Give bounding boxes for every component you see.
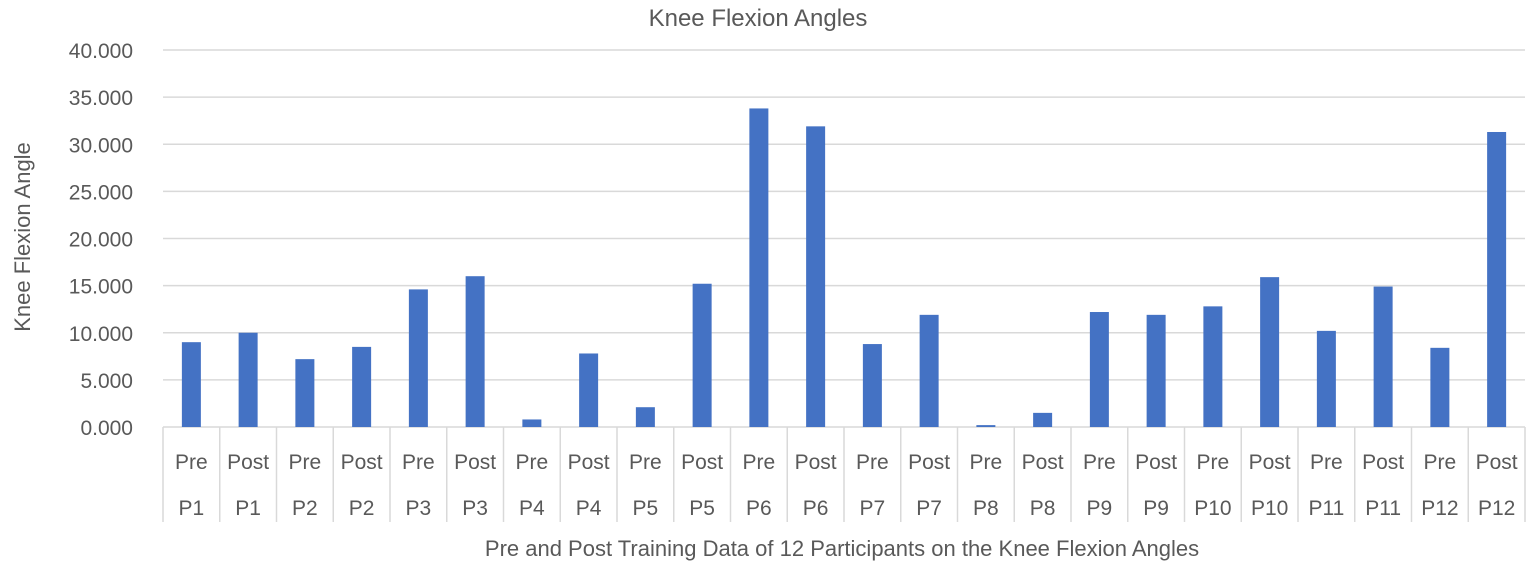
x-group-label: P2 xyxy=(292,497,318,520)
bar xyxy=(1430,347,1450,427)
x-group-label: P5 xyxy=(689,497,715,520)
bar xyxy=(465,276,485,427)
x-axis-categories: Pre P1 Post P1 Pre P2 Post P2 Pre P3 Post P3 Pre P4 Po… xyxy=(162,427,1526,522)
bar xyxy=(352,346,372,427)
x-subcategory-label: Post xyxy=(1249,451,1291,474)
bar xyxy=(579,353,599,427)
bars xyxy=(181,108,1507,427)
x-group-label: P12 xyxy=(1421,497,1458,520)
gridlines xyxy=(163,49,1525,428)
y-axis-label: Knee Flexion Angle xyxy=(10,142,35,332)
x-subcategory-label: Pre xyxy=(289,451,322,474)
x-subcategory-label: Pre xyxy=(970,451,1003,474)
x-subcategory-label: Pre xyxy=(743,451,776,474)
x-group-label: P3 xyxy=(462,497,488,520)
y-tick-label: 25.000 xyxy=(69,181,133,204)
x-subcategory-label: Post xyxy=(681,451,723,474)
x-group-label: P11 xyxy=(1365,497,1401,520)
x-group-label: P11 xyxy=(1308,497,1344,520)
bar xyxy=(1089,312,1109,427)
x-group-label: P1 xyxy=(235,497,261,520)
x-subcategory-label: Post xyxy=(1135,451,1177,474)
bar xyxy=(408,289,428,427)
bar xyxy=(806,126,826,427)
x-group-label: P7 xyxy=(916,497,942,520)
x-subcategory-label: Pre xyxy=(516,451,549,474)
x-subcategory-label: Post xyxy=(1476,451,1518,474)
bar xyxy=(919,314,939,427)
x-subcategory-label: Post xyxy=(1362,451,1404,474)
bar xyxy=(238,332,258,427)
x-group-label: P4 xyxy=(519,497,545,520)
bar xyxy=(1033,412,1053,427)
x-group-label: P6 xyxy=(803,497,829,520)
x-subcategory-label: Pre xyxy=(1424,451,1457,474)
y-tick-label: 40.000 xyxy=(69,40,133,63)
x-subcategory-label: Pre xyxy=(1083,451,1116,474)
x-subcategory-label: Pre xyxy=(856,451,889,474)
x-subcategory-label: Pre xyxy=(175,451,208,474)
x-group-label: P1 xyxy=(179,497,205,520)
x-subcategory-label: Pre xyxy=(402,451,435,474)
chart-title: Knee Flexion Angles xyxy=(649,5,868,32)
bar xyxy=(181,342,201,427)
x-subcategory-label: Pre xyxy=(629,451,662,474)
y-tick-label: 15.000 xyxy=(69,276,133,299)
x-group-label: P5 xyxy=(633,497,659,520)
x-group-label: P8 xyxy=(1030,497,1056,520)
x-subcategory-label: Pre xyxy=(1197,451,1230,474)
x-group-label: P6 xyxy=(746,497,772,520)
x-group-label: P10 xyxy=(1194,497,1231,520)
x-group-label: P9 xyxy=(1087,497,1113,520)
y-tick-label: 0.000 xyxy=(80,417,133,440)
bar xyxy=(1316,330,1336,427)
y-tick-label: 20.000 xyxy=(69,229,133,252)
y-tick-label: 5.000 xyxy=(80,370,133,393)
x-subcategory-label: Post xyxy=(227,451,269,474)
y-tick-label: 10.000 xyxy=(69,323,133,346)
bar xyxy=(976,425,996,427)
x-group-label: P3 xyxy=(406,497,432,520)
bar xyxy=(1487,131,1507,427)
x-subcategory-label: Post xyxy=(795,451,837,474)
y-tick-label: 30.000 xyxy=(69,134,133,157)
bar xyxy=(862,344,882,427)
x-subcategory-label: Post xyxy=(454,451,496,474)
x-group-label: P10 xyxy=(1251,497,1288,520)
bar xyxy=(749,108,769,427)
bar xyxy=(522,419,542,427)
bar xyxy=(1146,314,1166,427)
x-group-label: P9 xyxy=(1143,497,1169,520)
x-group-label: P12 xyxy=(1478,497,1515,520)
x-subcategory-label: Post xyxy=(568,451,610,474)
bar xyxy=(1203,306,1223,427)
x-group-label: P8 xyxy=(973,497,999,520)
x-axis-label: Pre and Post Training Data of 12 Partici… xyxy=(485,536,1199,561)
bar xyxy=(692,283,712,427)
bar xyxy=(1373,286,1393,427)
bar xyxy=(295,359,315,427)
x-subcategory-label: Post xyxy=(341,451,383,474)
bar xyxy=(1260,277,1280,427)
y-axis-ticks: 0.000 5.000 10.000 15.000 20.000 25.000 30.000… xyxy=(69,40,133,440)
x-subcategory-label: Post xyxy=(1022,451,1064,474)
x-group-label: P2 xyxy=(349,497,375,520)
x-subcategory-label: Post xyxy=(908,451,950,474)
x-group-label: P4 xyxy=(576,497,602,520)
y-tick-label: 35.000 xyxy=(69,87,133,110)
x-group-label: P7 xyxy=(860,497,886,520)
x-subcategory-label: Pre xyxy=(1310,451,1343,474)
bar xyxy=(635,407,655,427)
